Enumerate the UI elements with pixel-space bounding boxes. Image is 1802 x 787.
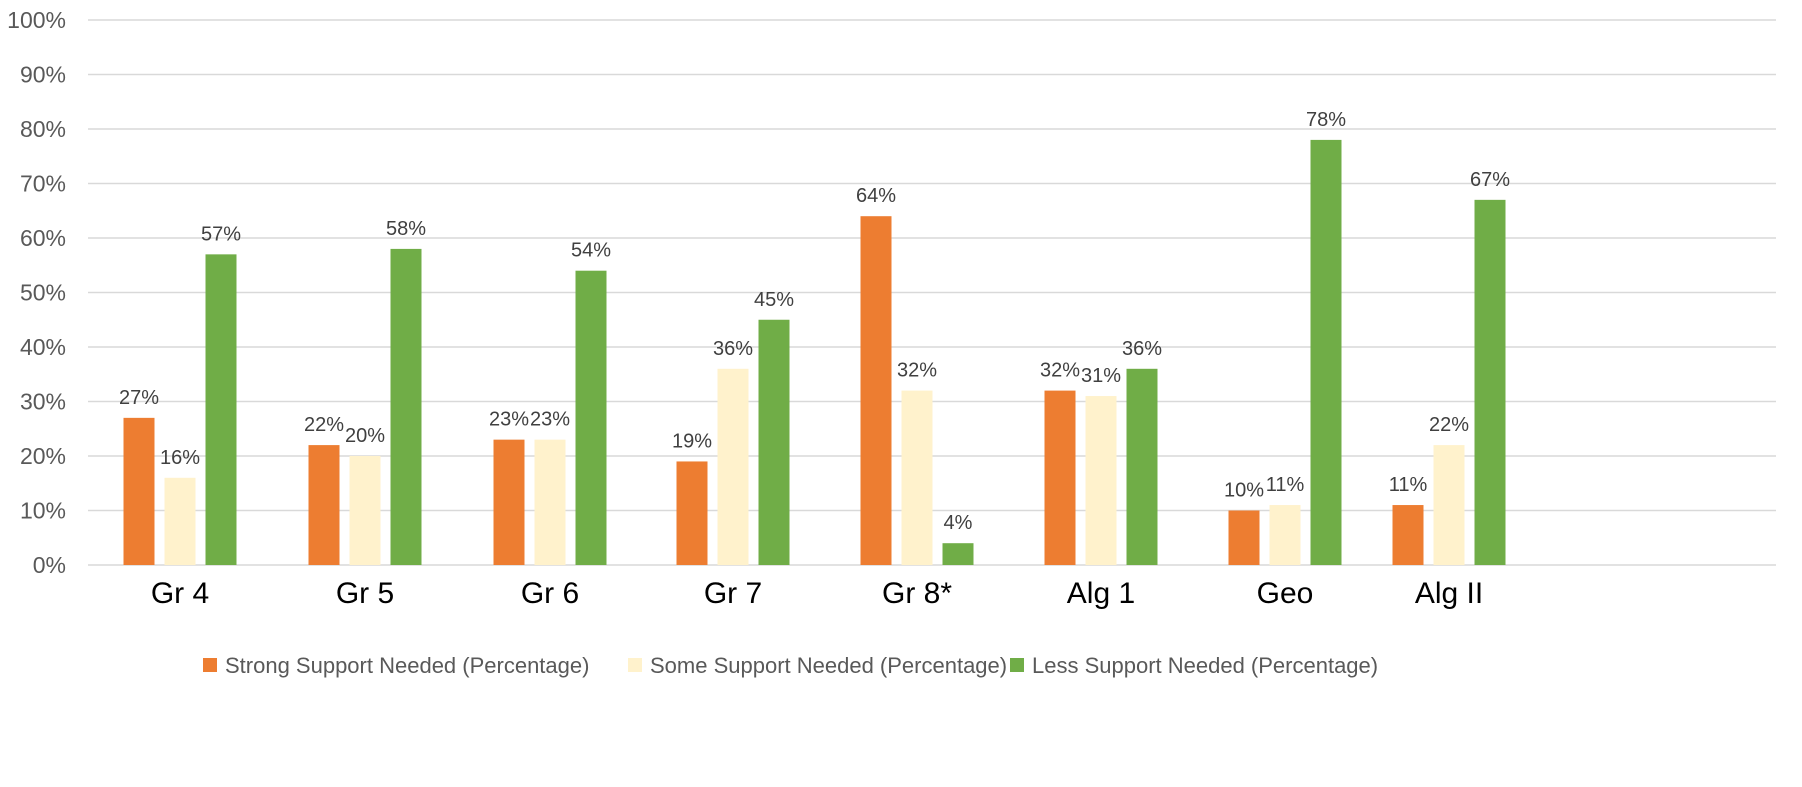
bar xyxy=(1228,510,1260,565)
y-tick-label: 30% xyxy=(20,389,66,415)
data-label: 20% xyxy=(345,425,385,447)
bar xyxy=(1269,505,1301,565)
data-label: 23% xyxy=(489,409,529,431)
data-label: 54% xyxy=(571,240,611,262)
x-category-label: Gr 5 xyxy=(336,577,394,610)
bar xyxy=(942,543,974,565)
bar xyxy=(1433,445,1465,565)
y-tick-label: 100% xyxy=(7,7,66,33)
bar xyxy=(534,439,566,565)
legend-label: Less Support Needed (Percentage) xyxy=(1032,653,1378,678)
y-tick-label: 70% xyxy=(20,171,66,197)
bar xyxy=(349,456,381,565)
data-label: 36% xyxy=(1122,338,1162,360)
bar xyxy=(308,445,340,565)
bar xyxy=(493,439,525,565)
y-tick-label: 40% xyxy=(20,334,66,360)
bar xyxy=(901,390,933,565)
data-label: 78% xyxy=(1306,109,1346,131)
bar xyxy=(1126,368,1158,565)
bar xyxy=(1474,199,1506,565)
y-tick-label: 90% xyxy=(20,62,66,88)
x-axis: Gr 4 Gr 5 Gr 6 Gr 7 Gr 8* Alg 1 Geo Alg II xyxy=(151,577,1483,610)
bars xyxy=(123,139,1506,565)
y-axis: 0% 10% 20% 30% 40% 50% 60% 70% 80% 90% 100% xyxy=(7,7,66,578)
y-tick-label: 0% xyxy=(33,552,66,578)
bar xyxy=(390,248,422,565)
x-category-label: Gr 6 xyxy=(521,577,579,610)
bar xyxy=(758,319,790,565)
bar xyxy=(676,461,708,565)
data-label: 22% xyxy=(1429,414,1469,436)
bar xyxy=(205,254,237,565)
y-tick-label: 20% xyxy=(20,443,66,469)
data-label: 11% xyxy=(1389,474,1428,496)
bar xyxy=(1085,396,1117,565)
data-label: 32% xyxy=(1040,360,1080,382)
data-label: 57% xyxy=(201,223,241,245)
data-label: 64% xyxy=(856,185,896,207)
y-tick-label: 10% xyxy=(20,498,66,524)
y-tick-label: 50% xyxy=(20,280,66,306)
data-label: 4% xyxy=(944,512,973,534)
bar xyxy=(717,368,749,565)
y-tick-label: 60% xyxy=(20,225,66,251)
x-category-label: Gr 4 xyxy=(151,577,209,610)
x-category-label: Gr 8* xyxy=(882,577,952,610)
x-category-label: Alg 1 xyxy=(1067,577,1135,610)
data-label: 58% xyxy=(386,218,426,240)
data-label: 10% xyxy=(1224,480,1264,502)
legend-swatch xyxy=(1010,658,1024,672)
data-label: 16% xyxy=(160,447,200,469)
bar xyxy=(164,477,196,565)
data-label: 11% xyxy=(1266,474,1305,496)
bar xyxy=(1392,505,1424,565)
data-label: 27% xyxy=(119,387,159,409)
x-category-label: Alg II xyxy=(1415,577,1483,610)
legend-swatch xyxy=(628,658,642,672)
data-label: 31% xyxy=(1081,365,1121,387)
x-category-label: Geo xyxy=(1257,577,1314,610)
bar xyxy=(860,216,892,565)
data-labels: 27%16%57%22% 20%58%23% 23%54%19%36%45%64%3… xyxy=(119,109,1510,534)
data-label: 22% xyxy=(304,414,344,436)
data-label: 32% xyxy=(897,360,937,382)
data-label: 36% xyxy=(713,338,753,360)
legend-label: Some Support Needed (Percentage) xyxy=(650,653,1007,678)
legend-label: Strong Support Needed (Percentage) xyxy=(225,653,589,678)
data-label: 67% xyxy=(1470,169,1510,191)
x-category-label: Gr 7 xyxy=(704,577,762,610)
y-tick-label: 80% xyxy=(20,116,66,142)
bar xyxy=(123,417,155,565)
legend: Strong Support Needed (Percentage) Some S… xyxy=(203,653,1378,678)
data-label: 45% xyxy=(754,289,794,311)
data-label: 23% xyxy=(530,409,570,431)
data-label: 19% xyxy=(672,430,712,452)
bar xyxy=(1310,139,1342,565)
legend-swatch xyxy=(203,658,217,672)
bar xyxy=(1044,390,1076,565)
bar xyxy=(575,270,607,565)
